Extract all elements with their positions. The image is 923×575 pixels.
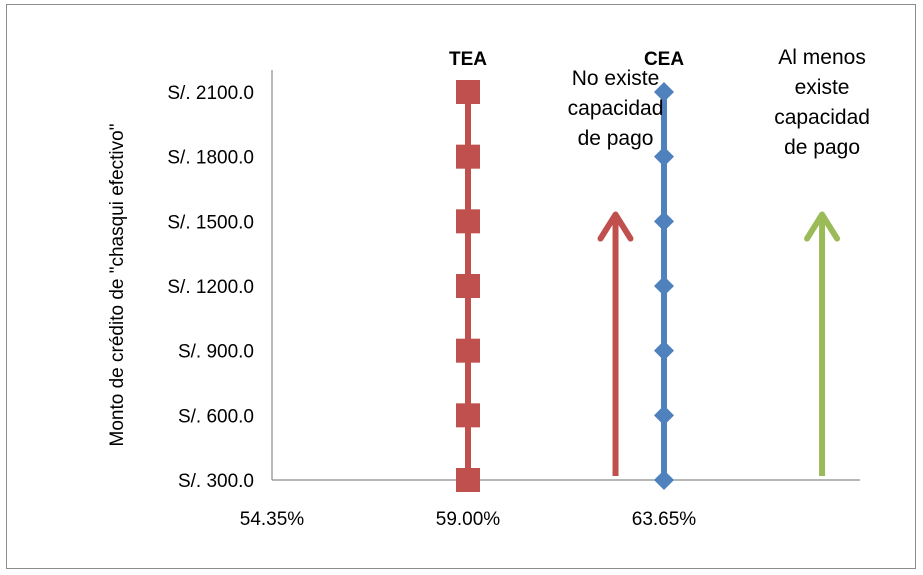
arrow-head (597, 211, 634, 242)
data-point-cea (654, 276, 674, 296)
data-point-tea (456, 209, 480, 234)
y-tick-label: S/. 1200.0 (167, 277, 254, 298)
annotation-text-line: capacidad (774, 106, 870, 129)
y-tick-label: S/. 300.0 (178, 471, 254, 492)
arrow-head (804, 211, 841, 242)
series-cea: CEA (644, 49, 684, 490)
x-tick-label: 63.65% (632, 509, 697, 530)
data-point-cea (654, 340, 674, 361)
series-label-cea: CEA (644, 49, 684, 70)
y-axis-title: Monto de crédito de "chasqui efectivo" (107, 124, 128, 447)
annotation-text-line: existe (795, 76, 850, 99)
series-layer: TEA CEA (449, 49, 684, 492)
x-tick-label: 59.00% (436, 509, 501, 530)
annotation-text-line: No existe (572, 67, 660, 90)
annotation-text-line: de pago (578, 127, 654, 150)
data-point-cea (654, 470, 674, 490)
data-point-cea (654, 211, 674, 232)
annotation-text-line: capacidad (568, 97, 664, 120)
annotation-text-line: de pago (784, 136, 860, 159)
data-point-tea (456, 80, 480, 104)
annotation-layer: No existe capacidad de pago Al menos existe c… (568, 46, 870, 476)
y-tick-label: S/. 2100.0 (167, 83, 254, 104)
data-point-cea (654, 146, 674, 167)
data-point-cea (654, 405, 674, 426)
x-tick-labels: 54.35% 59.00% 63.65% (240, 509, 697, 530)
annotation-text-line: Al menos (778, 46, 866, 69)
y-tick-labels: S/. 300.0 S/. 600.0 S/. 900.0 S/. 1200.0 S/.… (167, 83, 254, 492)
axes (271, 70, 860, 481)
y-tick-label: S/. 1500.0 (167, 212, 254, 233)
y-tick-label: S/. 1800.0 (167, 148, 254, 169)
annotation-capacity: Al menos existe capacidad de pago (774, 46, 870, 476)
series-tea: TEA (449, 49, 487, 492)
y-tick-label: S/. 900.0 (178, 342, 254, 363)
data-point-tea (456, 144, 480, 169)
data-point-tea (456, 468, 480, 492)
annotation-no-capacity: No existe capacidad de pago (568, 67, 664, 476)
data-point-tea (456, 274, 480, 298)
x-tick-label: 54.35% (240, 509, 305, 530)
data-point-tea (456, 338, 480, 363)
data-point-cea (654, 82, 674, 102)
y-tick-label: S/. 600.0 (178, 406, 254, 427)
series-label-tea: TEA (449, 49, 487, 70)
data-point-tea (456, 403, 480, 428)
